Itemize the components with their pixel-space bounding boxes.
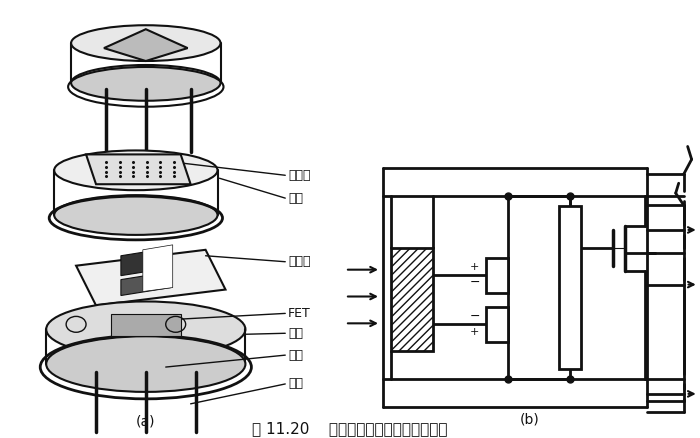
- Bar: [111, 314, 181, 336]
- Ellipse shape: [54, 195, 218, 235]
- Text: −: −: [469, 310, 480, 323]
- Polygon shape: [76, 250, 225, 305]
- Ellipse shape: [54, 150, 218, 190]
- Polygon shape: [86, 155, 190, 184]
- Ellipse shape: [71, 25, 220, 61]
- Polygon shape: [121, 272, 171, 296]
- Bar: [486, 258, 508, 293]
- Text: 高阱: 高阱: [288, 349, 303, 362]
- Text: 滤光片: 滤光片: [288, 169, 311, 182]
- Text: 管帽: 管帽: [288, 192, 303, 205]
- Text: 图 11.20    热释电人体红外传感器的结构: 图 11.20 热释电人体红外传感器的结构: [252, 422, 448, 437]
- Text: −: −: [469, 276, 480, 289]
- Ellipse shape: [46, 301, 246, 357]
- Polygon shape: [143, 245, 173, 292]
- Text: FET: FET: [288, 307, 311, 320]
- Text: +: +: [470, 327, 480, 337]
- Bar: [391, 248, 433, 351]
- Text: +: +: [470, 261, 480, 272]
- Text: 引线: 引线: [288, 378, 303, 390]
- Text: (b): (b): [519, 413, 539, 427]
- Text: 敏感元: 敏感元: [288, 255, 311, 268]
- Ellipse shape: [46, 336, 246, 392]
- Bar: [559, 206, 581, 369]
- Text: 管座: 管座: [288, 327, 303, 340]
- Bar: [486, 307, 508, 342]
- Polygon shape: [104, 29, 188, 61]
- Ellipse shape: [71, 65, 220, 101]
- Text: (a): (a): [136, 415, 155, 429]
- Polygon shape: [121, 248, 171, 276]
